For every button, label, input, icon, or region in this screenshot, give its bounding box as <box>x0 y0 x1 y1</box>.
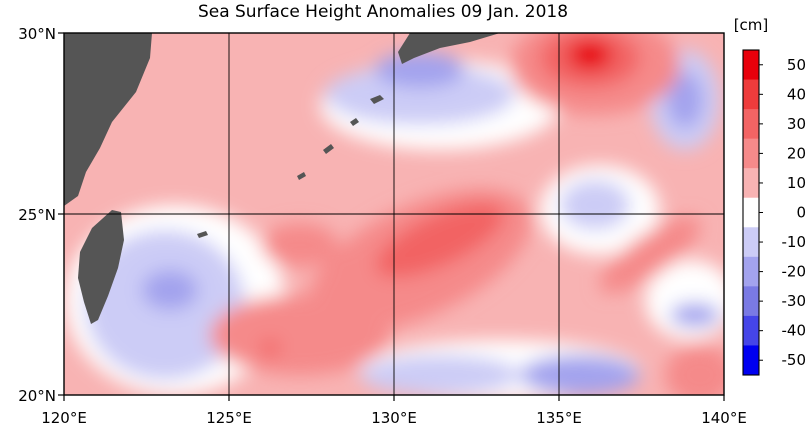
ryukyu-island-1 <box>370 95 384 104</box>
map-title: Sea Surface Height Anomalies 09 Jan. 201… <box>198 2 568 22</box>
anomaly-field <box>65 33 724 395</box>
latitude-labels: 30°N 25°N 20°N <box>18 25 56 405</box>
lon-label-125: 125°E <box>206 409 252 427</box>
warm-eddy-north-core <box>568 40 612 70</box>
ryukyu-island-3 <box>323 144 334 154</box>
colorbar-tick-label: -30 <box>782 292 807 310</box>
colorbar-bin-5 <box>743 197 759 228</box>
colorbar-tick-label: -50 <box>782 351 807 369</box>
colorbar-bin-10 <box>743 345 759 376</box>
lon-label-140: 140°E <box>701 409 747 427</box>
colorbar-bin-3 <box>743 138 759 169</box>
colorbar-tick-label: 0 <box>796 204 806 222</box>
lat-label-25: 25°N <box>18 206 56 224</box>
longitude-labels: 120°E 125°E 130°E 135°E 140°E <box>41 409 747 427</box>
cold-eddy-southeast <box>670 303 720 327</box>
colorbar-bin-7 <box>743 256 759 287</box>
lat-label-20: 20°N <box>18 387 56 405</box>
map-area <box>64 33 724 395</box>
taiwan-island <box>78 210 124 324</box>
warm-eddy-south <box>260 340 280 356</box>
china-landmass <box>64 33 152 206</box>
colorbar-tick-label: 40 <box>787 85 806 103</box>
colorbar-bin-4 <box>743 168 759 199</box>
colorbar-tick-label: 30 <box>787 115 806 133</box>
colorbar-tick-label: -20 <box>782 263 807 281</box>
colorbar-tick-label: -10 <box>782 233 807 251</box>
lat-label-30: 30°N <box>18 25 56 43</box>
lon-label-135: 135°E <box>536 409 582 427</box>
colorbar <box>743 50 759 376</box>
warm-band-center-core <box>375 202 505 278</box>
axis-ticks <box>58 32 725 401</box>
ryukyu-island-2 <box>350 118 359 126</box>
cold-band-south <box>360 355 520 395</box>
warm-band-south <box>210 295 390 375</box>
warm-eddy-west <box>262 223 338 267</box>
lon-label-120: 120°E <box>41 409 87 427</box>
cold-eddy-northeast-core <box>667 72 703 128</box>
cold-band-north <box>325 65 515 125</box>
colorbar-tick-label: 20 <box>787 144 806 162</box>
map-gridlines <box>64 33 724 395</box>
ryukyu-island-5 <box>197 231 208 238</box>
colorbar-bin-6 <box>743 227 759 258</box>
colorbar-tick-label: -40 <box>782 322 807 340</box>
cold-eddy-east <box>560 180 630 230</box>
cold-band-north-core <box>375 52 465 88</box>
warm-ridge-east <box>599 216 701 294</box>
colorbar-unit: [cm] <box>734 16 769 34</box>
cold-eddy-south <box>520 355 640 395</box>
colorbar-bin-9 <box>743 315 759 346</box>
colorbar-bin-1 <box>743 79 759 110</box>
colorbar-tick-label: 10 <box>787 174 806 192</box>
colorbar-bin-8 <box>743 286 759 317</box>
colorbar-tick-labels: 50 40 30 20 10 0 -10 -20 -30 -40 -50 <box>759 56 806 369</box>
lon-label-130: 130°E <box>371 409 417 427</box>
cold-eddy-west-core <box>142 270 198 310</box>
japan-kyushu-land <box>398 33 500 64</box>
ryukyu-island-4 <box>297 172 306 180</box>
colorbar-tick-label: 50 <box>787 56 806 74</box>
colorbar-bin-2 <box>743 109 759 140</box>
warm-eddy-southeast <box>665 345 724 395</box>
colorbar-bin-0 <box>743 50 759 81</box>
